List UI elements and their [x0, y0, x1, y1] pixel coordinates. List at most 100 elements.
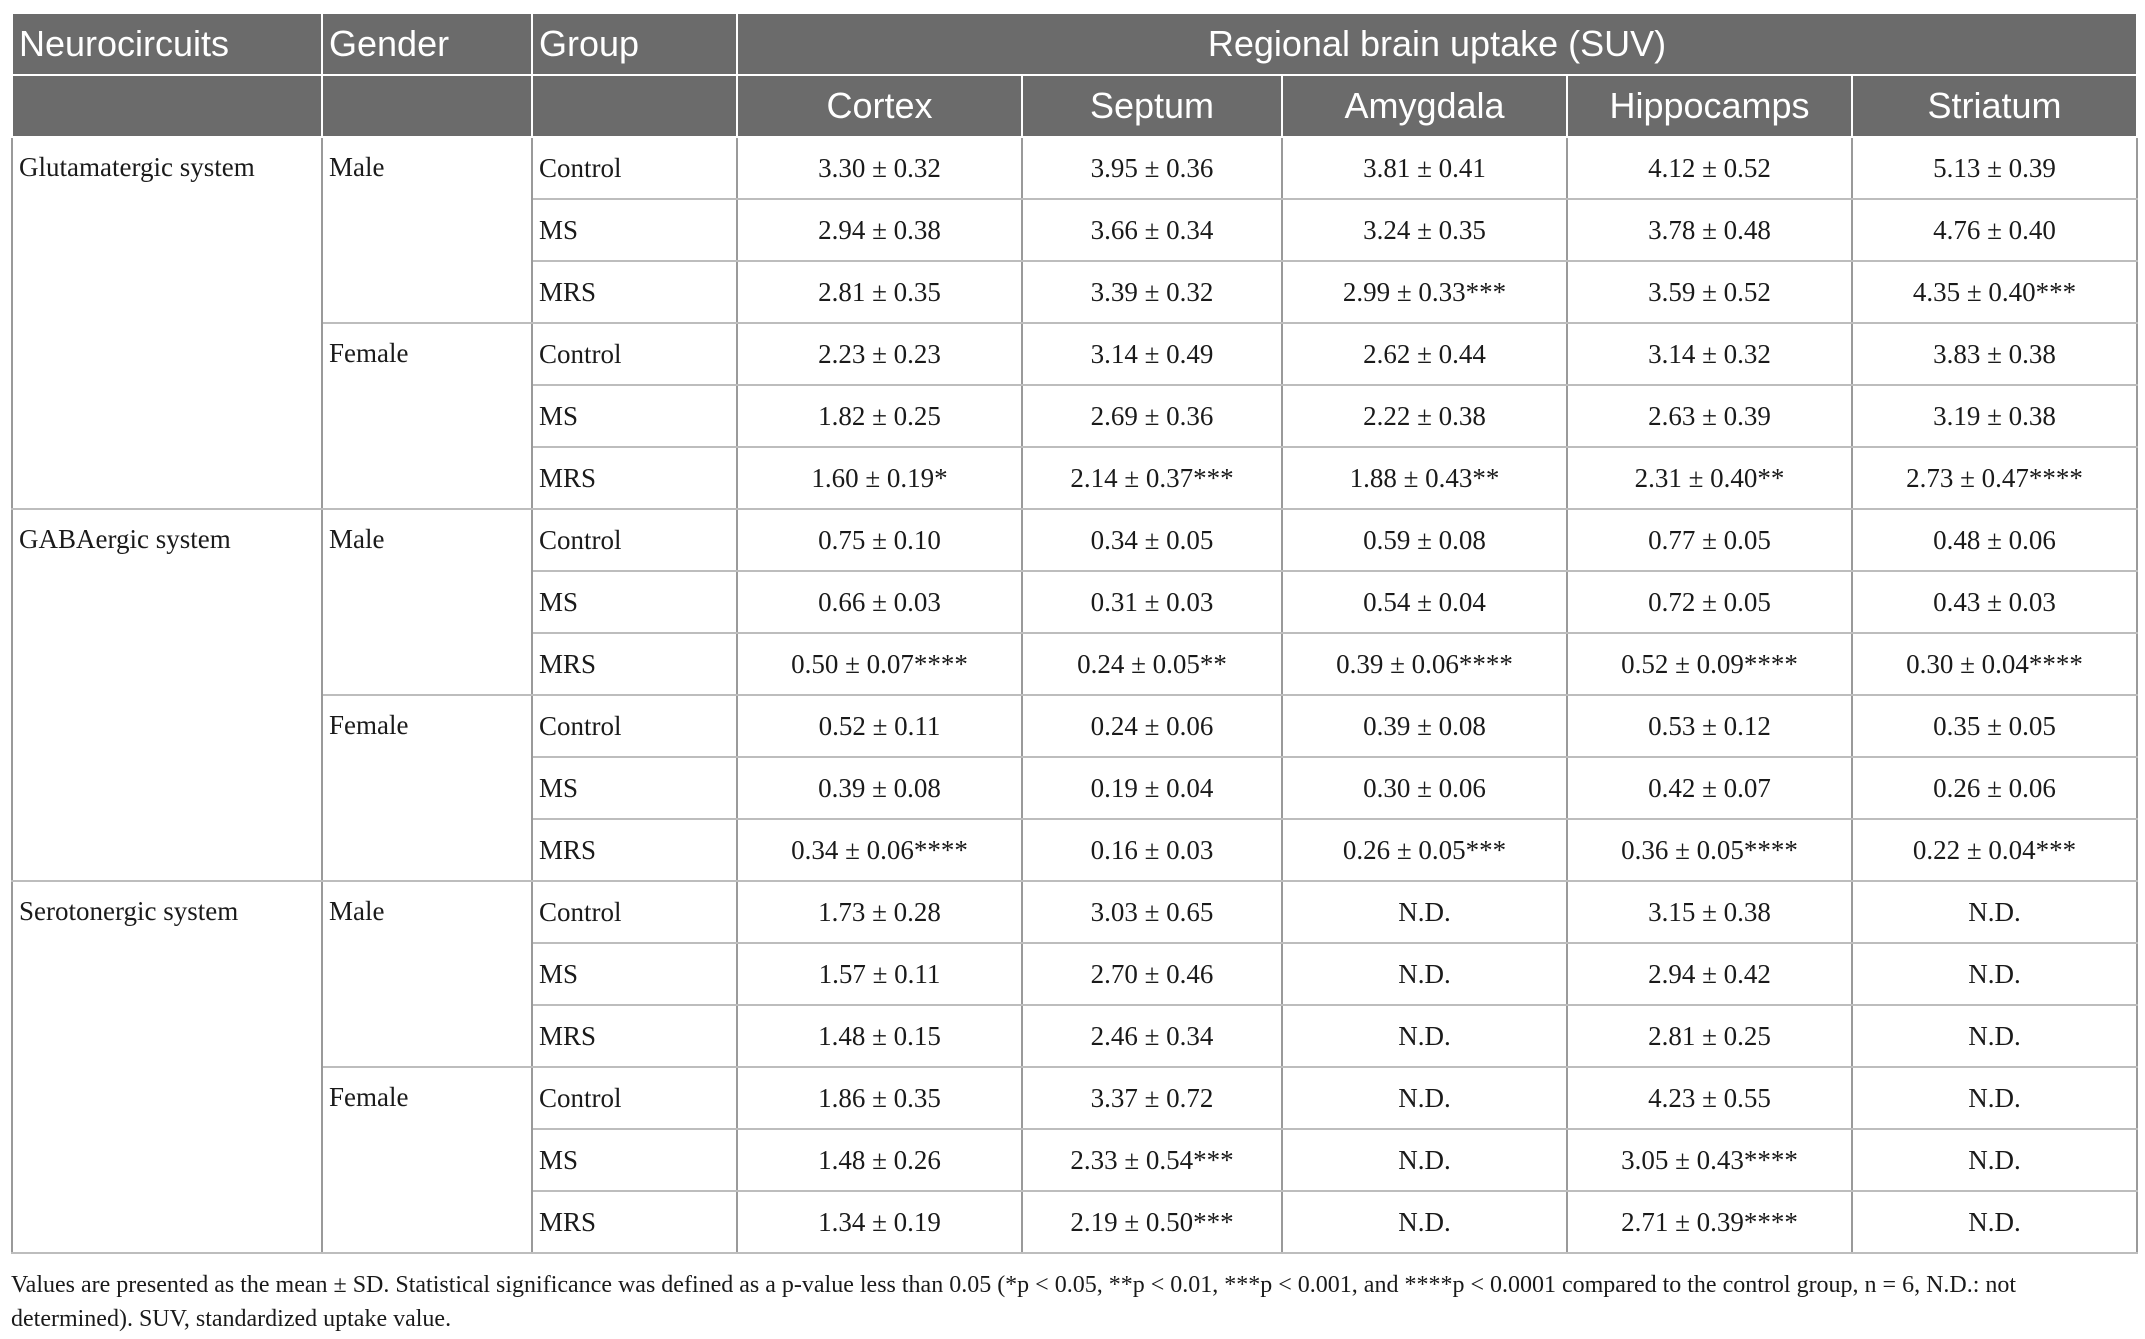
suv-value-cell: 0.22 ± 0.04***	[1850, 818, 2139, 882]
gender-cell: Female	[321, 694, 533, 882]
suv-value-cell: 0.36 ± 0.05****	[1566, 818, 1853, 882]
neurocircuit-cell: Glutamatergic system	[11, 136, 323, 510]
suv-value-cell: 1.48 ± 0.26	[736, 1128, 1023, 1192]
table-footnote: Values are presented as the mean ± SD. S…	[11, 1272, 2017, 1332]
suv-value-cell: N.D.	[1281, 1066, 1568, 1130]
suv-value-cell: 0.26 ± 0.06	[1850, 756, 2139, 820]
gender-cell: Male	[321, 136, 533, 324]
gender-cell: Female	[321, 322, 533, 510]
suv-value-cell: 1.34 ± 0.19	[736, 1190, 1023, 1254]
suv-value-cell: 0.66 ± 0.03	[736, 570, 1023, 634]
table-row: Serotonergic system Male Control 1.73 ± 0.2…	[11, 880, 2139, 1254]
suv-value-cell: 1.73 ± 0.28	[736, 880, 1023, 944]
gender-cell: Female	[321, 1066, 533, 1254]
suv-value-cell: 0.34 ± 0.06****	[736, 818, 1023, 882]
table-row: MS 0.66 ± 0.03 0.31 ± 0.03 0.54 ± 0.04 0.72 …	[12, 570, 2139, 634]
suv-value-cell: 0.75 ± 0.10	[736, 508, 1023, 572]
suv-value-cell: 2.14 ± 0.37***	[1021, 446, 1283, 510]
suv-value-cell: N.D.	[1850, 1128, 2139, 1192]
suv-value-cell: 1.57 ± 0.11	[736, 942, 1023, 1006]
neurocircuit-cell: Serotonergic system	[11, 880, 323, 1254]
suv-value-cell: 2.69 ± 0.36	[1021, 384, 1283, 448]
gender-cell: Male	[321, 508, 533, 696]
header-blank	[321, 74, 533, 138]
group-cell: MRS	[531, 260, 738, 324]
suv-value-cell: N.D.	[1281, 942, 1568, 1006]
header-region-amygdala: Amygdala	[1281, 74, 1568, 138]
suv-value-cell: 0.53 ± 0.12	[1566, 694, 1853, 758]
group-cell: MRS	[531, 446, 738, 510]
group-cell: Control	[531, 508, 738, 572]
suv-value-cell: 2.63 ± 0.39	[1566, 384, 1853, 448]
suv-value-cell: 0.24 ± 0.06	[1021, 694, 1283, 758]
suv-value-cell: 0.48 ± 0.06	[1850, 508, 2139, 572]
table-row: MRS 0.34 ± 0.06**** 0.16 ± 0.03 0.26 ± 0.05…	[12, 818, 2139, 882]
neurocircuit-cell: GABAergic system	[11, 508, 323, 882]
suv-value-cell: 2.31 ± 0.40**	[1566, 446, 1853, 510]
suv-value-cell: 2.70 ± 0.46	[1021, 942, 1283, 1006]
suv-table: Neurocircuits Gender Group Regional brai…	[11, 12, 2139, 1254]
header-blank	[531, 74, 738, 138]
suv-value-cell: 3.95 ± 0.36	[1021, 136, 1283, 200]
group-cell: MS	[531, 1128, 738, 1192]
gender-cell: Male	[321, 880, 533, 1068]
suv-value-cell: 2.71 ± 0.39****	[1566, 1190, 1853, 1254]
table-header: Neurocircuits Gender Group Regional brai…	[11, 12, 2139, 138]
suv-value-cell: N.D.	[1281, 880, 1568, 944]
table-row: Female Control 1.86 ± 0.35 3.37 ± 0.72 N.D. 4…	[12, 1066, 2139, 1254]
table-row: Glutamatergic system Male Control 3.30 ± 0.…	[11, 136, 2139, 510]
suv-value-cell: 2.94 ± 0.42	[1566, 942, 1853, 1006]
suv-value-cell: N.D.	[1281, 1128, 1568, 1192]
group-cell: Control	[531, 880, 738, 944]
suv-value-cell: 1.86 ± 0.35	[736, 1066, 1023, 1130]
suv-value-cell: 4.12 ± 0.52	[1566, 136, 1853, 200]
suv-value-cell: 3.37 ± 0.72	[1021, 1066, 1283, 1130]
suv-value-cell: 3.05 ± 0.43****	[1566, 1128, 1853, 1192]
suv-value-cell: N.D.	[1850, 942, 2139, 1006]
group-cell: Control	[531, 1066, 738, 1130]
table-body: Glutamatergic system Male Control 3.30 ± 0.…	[11, 136, 2139, 1254]
suv-value-cell: 0.16 ± 0.03	[1021, 818, 1283, 882]
group-cell: Control	[531, 136, 738, 200]
suv-value-cell: 0.34 ± 0.05	[1021, 508, 1283, 572]
suv-value-cell: 0.26 ± 0.05***	[1281, 818, 1568, 882]
header-region-hippocamps: Hippocamps	[1566, 74, 1853, 138]
suv-value-cell: 2.19 ± 0.50***	[1021, 1190, 1283, 1254]
suv-value-cell: 1.48 ± 0.15	[736, 1004, 1023, 1068]
table-row: MS 1.57 ± 0.11 2.70 ± 0.46 N.D. 2.94 ± 0.42 N…	[12, 942, 2139, 1006]
suv-value-cell: 0.39 ± 0.06****	[1281, 632, 1568, 696]
suv-value-cell: N.D.	[1281, 1190, 1568, 1254]
suv-value-cell: 0.42 ± 0.07	[1566, 756, 1853, 820]
suv-value-cell: 1.88 ± 0.43**	[1281, 446, 1568, 510]
suv-value-cell: 2.33 ± 0.54***	[1021, 1128, 1283, 1192]
group-cell: Control	[531, 694, 738, 758]
suv-value-cell: 2.23 ± 0.23	[736, 322, 1023, 386]
suv-value-cell: 2.81 ± 0.25	[1566, 1004, 1853, 1068]
suv-value-cell: 3.66 ± 0.34	[1021, 198, 1283, 262]
suv-value-cell: 2.99 ± 0.33***	[1281, 260, 1568, 324]
suv-value-cell: 0.19 ± 0.04	[1021, 756, 1283, 820]
suv-value-cell: 0.50 ± 0.07****	[736, 632, 1023, 696]
table-row: Female Control 0.52 ± 0.11 0.24 ± 0.06 0.39 …	[12, 694, 2139, 882]
suv-value-cell: 0.52 ± 0.09****	[1566, 632, 1853, 696]
table-row: MRS 0.50 ± 0.07**** 0.24 ± 0.05** 0.39 ± 0.…	[12, 632, 2139, 696]
header-gender: Gender	[321, 12, 533, 76]
suv-value-cell: 0.43 ± 0.03	[1850, 570, 2139, 634]
suv-value-cell: N.D.	[1281, 1004, 1568, 1068]
table-row: MRS 1.34 ± 0.19 2.19 ± 0.50*** N.D. 2.71 ± 0…	[12, 1190, 2139, 1254]
header-regional-uptake: Regional brain uptake (SUV)	[735, 12, 2139, 76]
table-row: MS 1.82 ± 0.25 2.69 ± 0.36 2.22 ± 0.38 2.63 …	[12, 384, 2139, 448]
group-cell: MS	[531, 942, 738, 1006]
suv-value-cell: N.D.	[1850, 1066, 2139, 1130]
suv-value-cell: 0.31 ± 0.03	[1021, 570, 1283, 634]
header-group: Group	[531, 12, 738, 76]
suv-value-cell: 4.23 ± 0.55	[1566, 1066, 1853, 1130]
suv-value-cell: 0.24 ± 0.05**	[1021, 632, 1283, 696]
table-row: Female Control 2.23 ± 0.23 3.14 ± 0.49 2.62 …	[12, 322, 2139, 510]
suv-value-cell: 5.13 ± 0.39	[1850, 136, 2139, 200]
group-cell: MS	[531, 570, 738, 634]
suv-value-cell: 2.94 ± 0.38	[736, 198, 1023, 262]
header-region-septum: Septum	[1021, 74, 1283, 138]
suv-value-cell: 3.14 ± 0.32	[1566, 322, 1853, 386]
suv-value-cell: N.D.	[1850, 1004, 2139, 1068]
